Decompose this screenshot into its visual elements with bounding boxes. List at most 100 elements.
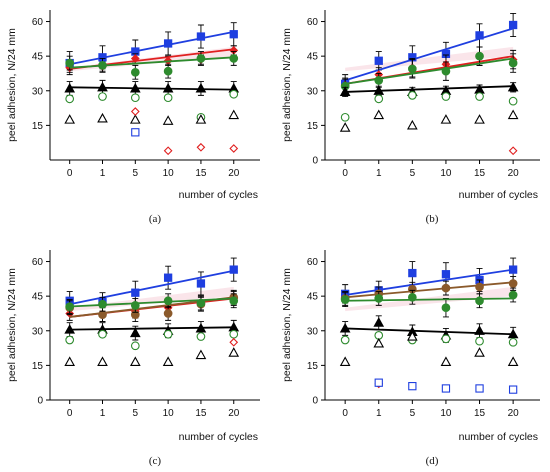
y-tick-label: 30 xyxy=(32,326,44,337)
series-6 xyxy=(64,109,240,125)
data-point xyxy=(196,298,206,308)
data-point xyxy=(441,270,451,279)
x-tick-label: 15 xyxy=(474,408,486,419)
y-tick-label: 60 xyxy=(307,257,319,268)
y-tick-label: 30 xyxy=(307,86,319,97)
x-tick-label: 15 xyxy=(195,168,207,179)
y-tick-label: 45 xyxy=(32,292,44,303)
data-point xyxy=(129,356,141,366)
data-point xyxy=(163,146,173,156)
data-point xyxy=(130,301,140,310)
data-point xyxy=(475,384,484,393)
y-tick-label: 60 xyxy=(32,17,44,28)
series-7 xyxy=(508,146,518,156)
x-tick-label: 5 xyxy=(410,168,416,179)
data-point xyxy=(374,294,384,303)
x-tick-label: 10 xyxy=(440,168,452,179)
series-4 xyxy=(339,315,519,343)
trend-line xyxy=(69,86,234,91)
data-point xyxy=(130,54,140,63)
data-point xyxy=(64,324,76,334)
data-point xyxy=(340,112,350,122)
data-point xyxy=(162,115,174,125)
panel-label: (c) xyxy=(149,455,162,467)
data-point xyxy=(229,296,239,306)
data-point xyxy=(339,356,351,366)
y-tick-label: 15 xyxy=(307,361,319,372)
data-point xyxy=(374,56,383,65)
data-point xyxy=(130,67,140,77)
data-point xyxy=(441,384,451,393)
data-point xyxy=(441,334,451,344)
data-point xyxy=(474,325,485,335)
data-point xyxy=(407,119,418,130)
series-4 xyxy=(64,79,240,96)
trend-line xyxy=(69,297,234,308)
data-point xyxy=(229,144,239,153)
data-point xyxy=(339,322,351,333)
data-point xyxy=(475,51,484,61)
data-point xyxy=(196,332,206,341)
series-6 xyxy=(65,329,239,351)
data-point xyxy=(507,81,519,92)
data-point xyxy=(163,329,173,339)
x-axis-label: number of cycles xyxy=(459,189,538,201)
y-tick-label: 60 xyxy=(307,17,319,28)
series-7 xyxy=(64,347,240,366)
data-point xyxy=(475,92,484,101)
y-tick-label: 0 xyxy=(37,396,43,407)
data-point xyxy=(339,86,351,96)
series-8 xyxy=(131,128,140,137)
data-point xyxy=(195,349,207,360)
y-tick-label: 0 xyxy=(312,156,318,167)
x-tick-label: 1 xyxy=(100,168,106,179)
data-point xyxy=(98,92,107,101)
trend-line xyxy=(69,269,234,306)
data-point xyxy=(229,30,238,39)
data-point xyxy=(196,279,206,288)
data-point xyxy=(407,91,417,100)
x-tick-label: 0 xyxy=(67,408,73,419)
trend-line xyxy=(345,57,514,85)
data-point xyxy=(407,331,418,341)
data-point xyxy=(130,107,140,116)
data-point xyxy=(374,94,384,104)
data-point xyxy=(163,296,173,306)
data-point xyxy=(162,356,174,366)
data-point xyxy=(508,290,518,300)
data-point xyxy=(228,109,240,120)
data-point xyxy=(340,295,350,304)
data-point xyxy=(373,85,385,95)
x-tick-label: 20 xyxy=(508,408,520,419)
data-point xyxy=(407,292,417,302)
y-tick-label: 15 xyxy=(307,121,319,132)
data-point xyxy=(130,93,140,103)
data-point xyxy=(229,329,239,339)
trend-line xyxy=(345,85,514,93)
x-axis-label: number of cycles xyxy=(179,189,258,201)
y-tick-label: 30 xyxy=(32,86,44,97)
series-5 xyxy=(65,89,239,122)
data-point xyxy=(229,54,239,63)
data-point xyxy=(65,335,75,345)
x-tick-label: 15 xyxy=(474,168,486,179)
data-point xyxy=(129,82,141,93)
data-point xyxy=(441,283,451,293)
x-tick-label: 1 xyxy=(376,168,382,179)
trend-line xyxy=(345,297,514,302)
data-point xyxy=(507,109,519,120)
data-point xyxy=(196,54,206,63)
series-3 xyxy=(65,51,239,80)
data-point xyxy=(64,82,76,93)
x-tick-label: 1 xyxy=(100,408,106,419)
data-point xyxy=(64,114,76,124)
data-point xyxy=(373,317,385,327)
data-point xyxy=(196,142,206,152)
trend-line xyxy=(69,56,234,69)
data-point xyxy=(228,347,240,357)
data-point xyxy=(441,92,451,101)
data-point xyxy=(475,282,484,292)
